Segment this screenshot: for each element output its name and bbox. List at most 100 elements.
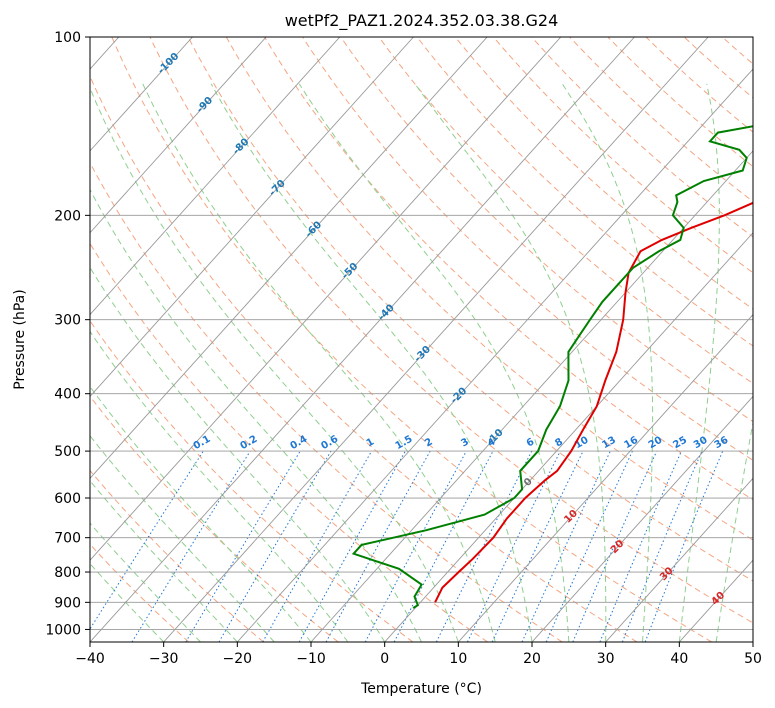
- y-tick-label: 400: [54, 387, 81, 403]
- dry-adiabat-line: [90, 75, 638, 642]
- moist-adiabat-line: [90, 188, 422, 642]
- mixing-ratio-line: [644, 450, 724, 642]
- moist-adiabat-line: [561, 83, 654, 642]
- mixing-ratio-label: 1.5: [394, 434, 415, 452]
- line-labels: 0.1 0.2 0.4 0.6 1 1.5 2 3 4 6 8 10 13 16 20 25 30 36-100-…: [156, 51, 730, 608]
- dry-adiabat-line: [90, 161, 563, 642]
- x-tick-label: 30: [597, 651, 615, 667]
- isotherm-line: [457, 313, 753, 642]
- dry-adiabat-line: [645, 37, 753, 133]
- mixing-ratio-line: [467, 450, 561, 642]
- dry-adiabat-line: [683, 37, 753, 99]
- mixing-ratio-line: [325, 450, 431, 642]
- dewpoint-profile-line: [351, 125, 753, 609]
- x-tick-label: −10: [296, 651, 326, 667]
- temperature-profile-line: [434, 201, 753, 603]
- mixing-ratio-line: [218, 450, 332, 642]
- y-tick-label: 600: [54, 491, 81, 507]
- x-tick-label: 20: [523, 651, 541, 667]
- y-tick-label: 100: [54, 30, 81, 46]
- x-tick-label: −30: [149, 651, 179, 667]
- y-axis-label: Pressure (hPa): [12, 289, 28, 389]
- dry-adiabat-line: [531, 37, 753, 238]
- dry-adiabat-line: [90, 242, 488, 642]
- isotherm-line: [605, 477, 753, 642]
- dry-adiabat-line: [761, 37, 775, 642]
- dry-adiabat-line: [607, 37, 753, 168]
- moist-adiabat-line: [715, 419, 753, 642]
- mixing-ratio-line: [599, 450, 682, 642]
- mixing-ratio-line: [185, 450, 301, 642]
- isotherm-line: [163, 37, 709, 642]
- isotherm-line: [90, 37, 562, 561]
- isotherm-label: -100: [156, 51, 182, 77]
- mixing-ratio-label: 3: [459, 436, 471, 449]
- mixing-ratio-label: 8: [553, 436, 565, 449]
- mixing-ratio-line: [521, 450, 611, 642]
- isotherm-line: [90, 37, 193, 152]
- mixing-ratio-label: 6: [525, 436, 537, 449]
- y-tick-label: 700: [54, 531, 81, 547]
- mixing-ratio-line: [90, 450, 204, 630]
- isotherm-line: [90, 37, 635, 642]
- dry-adiabat-line: [149, 37, 753, 624]
- mixing-ratio-label: 16: [622, 435, 640, 452]
- mixing-ratio-line: [545, 450, 633, 642]
- mixing-ratio-label: 2: [423, 436, 435, 449]
- dry-adiabat-line: [90, 320, 414, 642]
- mixing-ratio-line: [364, 450, 467, 642]
- mixing-ratio-label: 0.4: [289, 434, 310, 452]
- dry-adiabat-line: [493, 37, 753, 274]
- grid-lines: [90, 37, 753, 642]
- mixing-ratio-line: [298, 450, 406, 642]
- moist-adiabat-line: [298, 83, 570, 642]
- x-tick-label: 0: [380, 651, 389, 667]
- isotherm-line: [310, 150, 753, 642]
- isotherm-line: [752, 641, 753, 642]
- moist-adiabat-line: [90, 86, 459, 642]
- y-tick-label: 900: [54, 595, 81, 611]
- plot-frame: [89, 36, 754, 643]
- y-axis: 100 200 300 400 500 600 700 800 900 1000: [45, 30, 90, 638]
- moist-adiabat-line: [142, 83, 496, 642]
- x-tick-label: −20: [223, 651, 253, 667]
- moist-adiabat-line: [678, 83, 720, 642]
- chart-title: wetPf2_PAZ1.2024.352.03.38.G24: [285, 11, 559, 31]
- dry-adiabat-line: [90, 543, 190, 642]
- mixing-ratio-label: 1: [365, 436, 377, 449]
- x-axis-label: Temperature (°C): [360, 681, 482, 697]
- dry-adiabat-line: [90, 395, 339, 642]
- moist-adiabat-line: [90, 385, 312, 642]
- dry-adiabat-line: [378, 37, 753, 384]
- isotherm-line: [531, 395, 753, 642]
- mixing-ratio-label: 20: [647, 435, 665, 452]
- isotherm-line: [678, 559, 753, 642]
- dry-adiabat-line: [225, 37, 753, 541]
- isotherm-line: [384, 232, 753, 642]
- moist-adiabat-line: [210, 83, 533, 642]
- dry-adiabat-line: [340, 37, 753, 423]
- y-tick-label: 800: [54, 565, 81, 581]
- mixing-ratio-label: 25: [671, 435, 689, 452]
- mixing-ratio-label: 36: [713, 435, 731, 452]
- profile-series: [351, 125, 753, 609]
- y-tick-label: 200: [54, 208, 81, 224]
- moist-adiabat-line: [414, 83, 607, 642]
- dry-adiabat-line: [187, 37, 753, 582]
- y-tick-label: 300: [54, 313, 81, 329]
- moist-adiabat-line: [90, 435, 275, 642]
- isotherm-line: [236, 68, 753, 642]
- dry-adiabat-line: [111, 37, 712, 642]
- mixing-ratio-line: [621, 450, 703, 642]
- isotherm-line: [90, 37, 341, 316]
- dry-adiabat-line: [454, 37, 753, 310]
- x-tick-label: 40: [670, 651, 688, 667]
- mixing-ratio-label: 0.1: [192, 434, 213, 452]
- x-tick-label: −40: [75, 651, 105, 667]
- dry-adiabat-line: [416, 37, 753, 347]
- x-axis: −40 −30 −20 −10 0 10 20 30 40 50: [75, 642, 762, 667]
- x-tick-label: 50: [744, 651, 762, 667]
- mixing-ratio-line: [131, 450, 251, 642]
- moist-adiabat-line: [90, 480, 238, 642]
